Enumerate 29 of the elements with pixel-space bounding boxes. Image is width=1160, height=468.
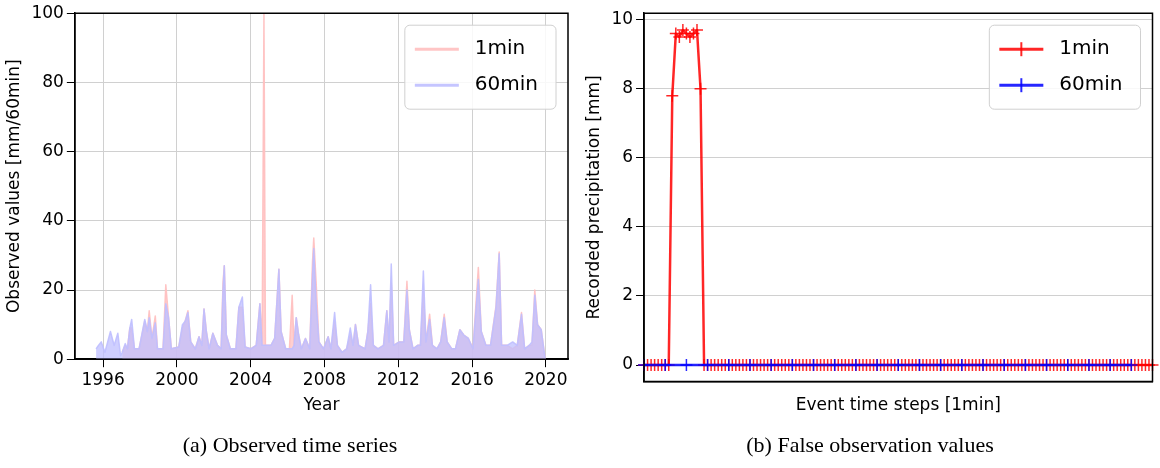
y-tick-label: 40 [42, 209, 64, 230]
legend-label: 1min [474, 35, 526, 60]
y-tick-label: 2 [622, 284, 634, 305]
y-tick-label: 20 [42, 278, 64, 299]
y-tick-label: 10 [611, 8, 634, 29]
x-tick-label: 1996 [81, 368, 125, 389]
y-axis-title: Observed values [mm/60min] [2, 59, 23, 314]
y-tick-label: 60 [42, 140, 64, 161]
x-tick-label: 2004 [229, 368, 273, 389]
legend-label: 1min [1059, 35, 1110, 60]
y-tick-label: 4 [622, 215, 634, 236]
x-tick-label: 2008 [302, 368, 347, 389]
x-tick-label: 2020 [524, 368, 568, 389]
y-tick-label: 0 [622, 353, 634, 374]
x-axis-title: Event time steps [1min] [795, 394, 1001, 415]
text: (b) False observation values [745, 432, 995, 458]
legend-label: 60min [474, 71, 539, 96]
text: (a) Observed time series [181, 432, 399, 458]
y-tick-label: 6 [622, 146, 634, 167]
y-axis-title: Recorded precipitation [mm] [582, 75, 603, 320]
x-tick-label: 2000 [155, 368, 199, 389]
x-tick-label: 2016 [450, 368, 494, 389]
legend-label: 60min [1059, 71, 1123, 96]
x-axis-title: Year [302, 394, 340, 415]
x-tick-label: 2012 [376, 368, 420, 389]
y-tick-label: 100 [31, 1, 64, 22]
y-tick-label: 8 [622, 77, 634, 98]
y-tick-label: 0 [53, 347, 64, 368]
y-tick-label: 80 [42, 70, 64, 91]
